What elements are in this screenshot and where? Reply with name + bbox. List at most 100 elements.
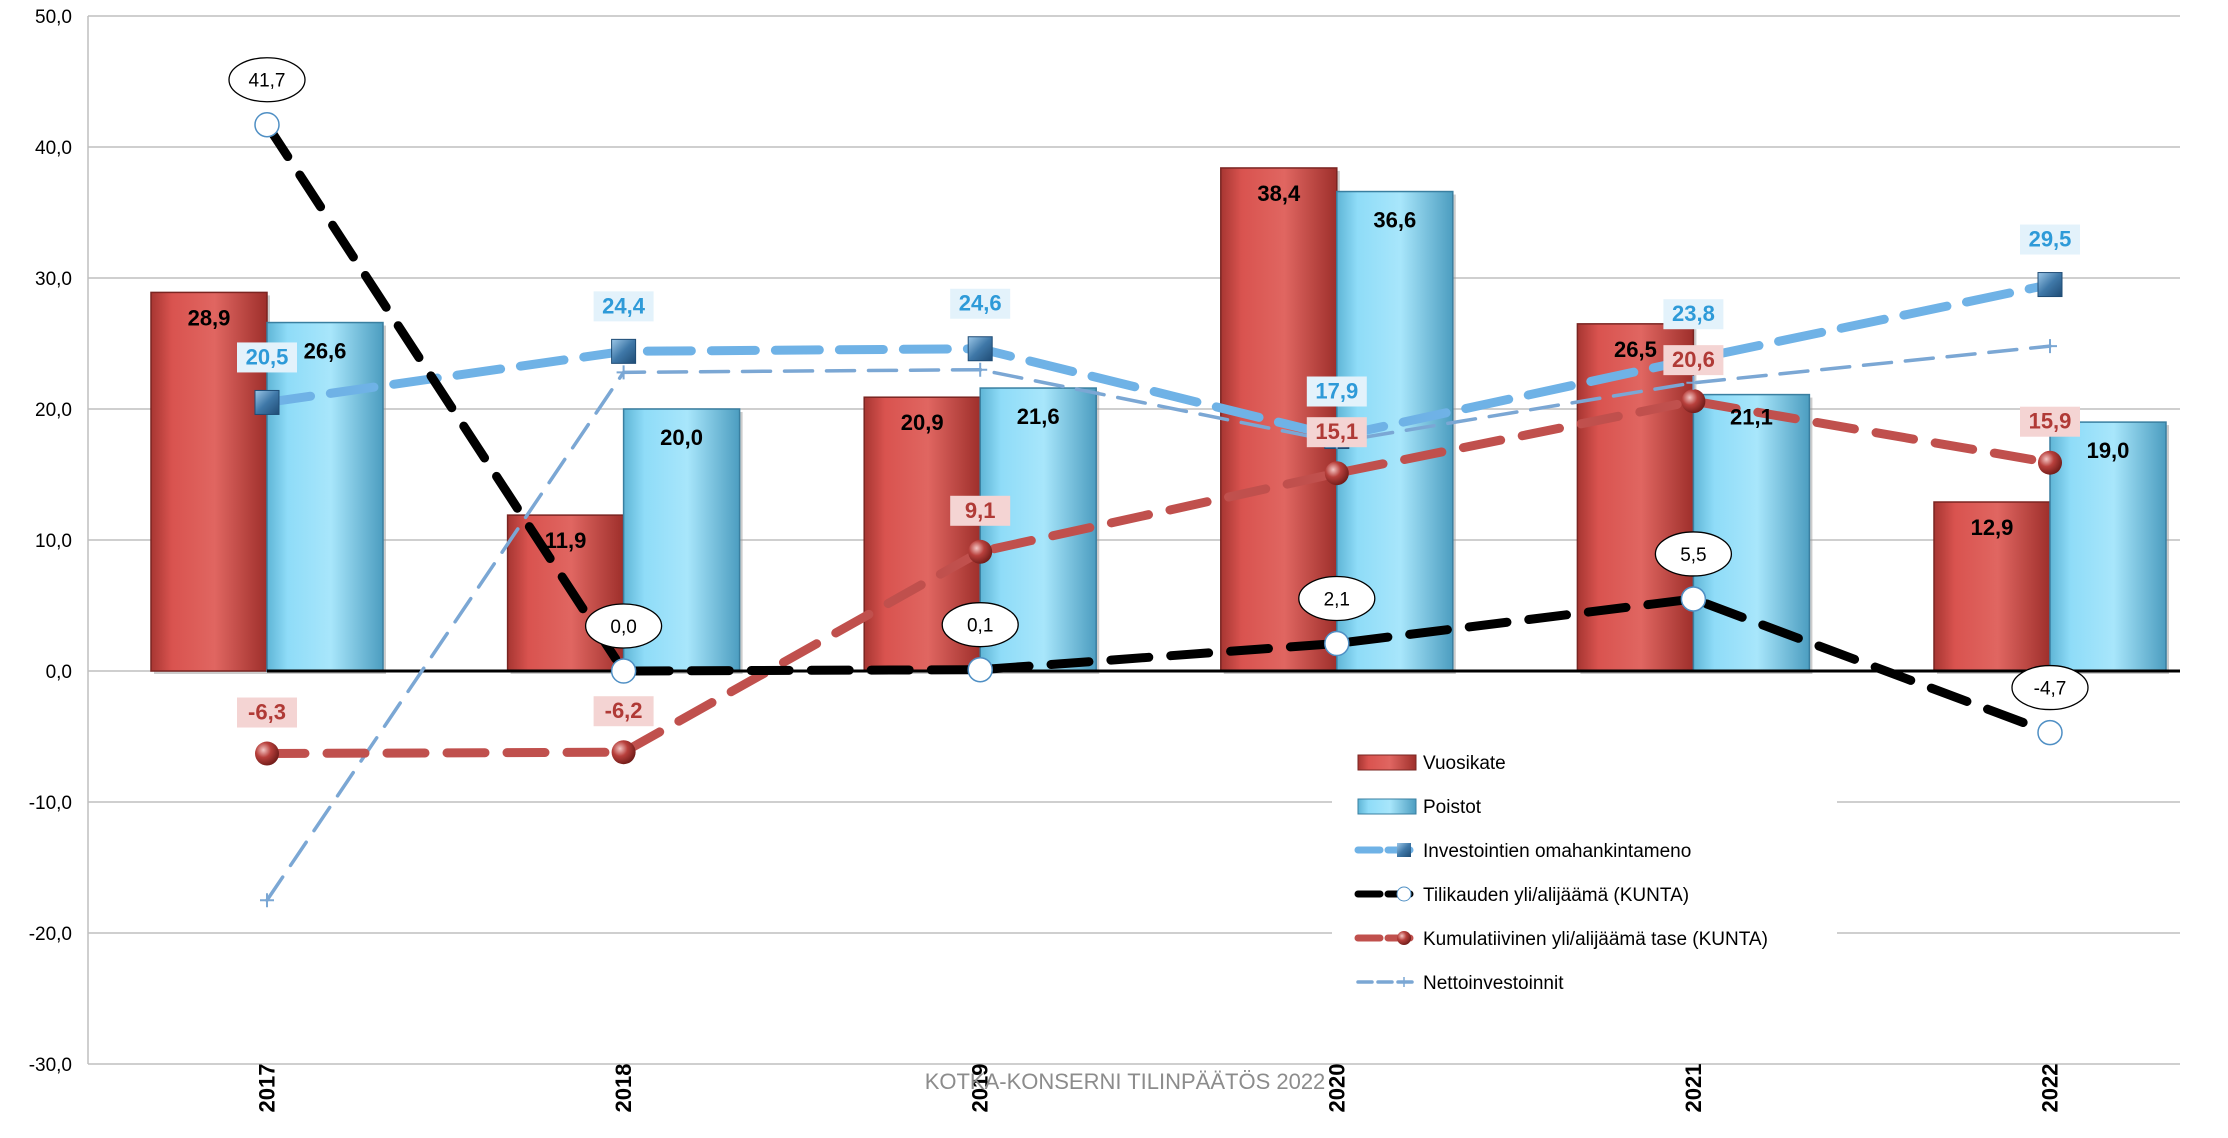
legend-swatch-bar (1357, 798, 1417, 815)
marker-plus (2043, 339, 2057, 354)
marker-ball (255, 741, 279, 766)
legend-marker (1397, 843, 1411, 857)
bar-value-label: 20,0 (660, 425, 703, 450)
label-box (593, 291, 654, 322)
surplus-value-label: 0,0 (610, 617, 636, 638)
marker-open-circle (1680, 586, 1707, 612)
legend-label: Poistot (1423, 797, 1482, 818)
x-tick-label: 2019 (968, 1064, 993, 1113)
surplus-value-label: 0,1 (967, 616, 993, 637)
marker-open-circle (610, 658, 637, 684)
marker-ball (1681, 389, 1706, 414)
x-tick-label: 2021 (1681, 1064, 1706, 1113)
bar-poistot (1692, 393, 1811, 672)
surplus-value-label: 41,7 (249, 71, 286, 92)
label-box (1306, 417, 1367, 448)
legend-label: Nettoinvestoinnit (1423, 973, 1564, 994)
label-ellipse (2011, 664, 2089, 711)
bar-value-label: 26,6 (304, 339, 347, 364)
y-tick-label: 0,0 (46, 662, 72, 683)
legend-label: Kumulatiivinen yli/alijäämä tase (KUNTA) (1423, 929, 1768, 950)
bar-value-label: 21,6 (1017, 404, 1060, 429)
label-box (1663, 299, 1724, 330)
bars (150, 167, 2169, 675)
watermark-text: KOTKA-KONSERNI TILINPÄÄTÖS 2022 (925, 1069, 1326, 1094)
x-tick-label: 2020 (1324, 1064, 1349, 1113)
x-tick-label: 2022 (2038, 1064, 2063, 1113)
bar-vuosikate (1933, 501, 2051, 672)
marker-ball (2038, 450, 2062, 475)
label-box (593, 696, 654, 727)
marker-open-circle (1324, 630, 1350, 657)
marker-ball (1324, 461, 1349, 486)
y-tick-label: 50,0 (35, 7, 72, 28)
cumulative-value-label: 15,1 (1315, 419, 1358, 444)
marker-plus (616, 365, 631, 380)
y-tick-label: 20,0 (35, 400, 72, 421)
bar-poistot (266, 321, 384, 672)
legend-marker (1397, 931, 1411, 945)
marker-plus (1686, 375, 1701, 390)
marker-square (967, 336, 993, 362)
bar-value-label: 38,4 (1257, 181, 1301, 206)
y-axis-ticks: -30,0 -20,0 -10,0 0,0 10,0 20,0 30,0 40,0 50,0 (29, 7, 72, 1076)
label-ellipse (941, 602, 1019, 648)
legend-background (1332, 740, 1837, 992)
y-tick-label: -30,0 (29, 1055, 72, 1076)
marker-ball (611, 740, 636, 765)
investment-value-label: 17,9 (1315, 379, 1358, 404)
legend-label: Investointien omahankintameno (1423, 841, 1691, 862)
legend-label: Vuosikate (1423, 753, 1506, 774)
label-ellipse (1298, 575, 1376, 622)
label-box (237, 342, 297, 373)
label-ellipse (584, 603, 663, 649)
label-ellipse (228, 57, 306, 103)
y-tick-label: 30,0 (35, 269, 72, 290)
legend-marker (1396, 886, 1412, 902)
label-box (2020, 406, 2080, 437)
legend-swatch-bar (1357, 754, 1417, 771)
cumulative-value-label: 15,9 (2029, 409, 2072, 434)
data-labels: 28,9 11,9 20,9 38,4 26,5 12,9 26,6 20,0 21,6 36,6… (188, 57, 2129, 728)
marker-square (611, 338, 637, 364)
bar-value-label: 12,9 (1971, 515, 2014, 540)
investment-value-label: 24,6 (959, 291, 1002, 316)
investment-value-label: 20,5 (246, 344, 289, 369)
y-tick-label: -10,0 (29, 793, 72, 814)
marker-square (2037, 272, 2063, 298)
legend-marker (1399, 977, 1409, 987)
surplus-value-label: 5,5 (1680, 545, 1706, 566)
marker-plus (973, 362, 988, 377)
gridlines (87, 15, 2180, 1065)
series-line (265, 344, 2052, 902)
bar-value-label: 26,5 (1614, 337, 1657, 362)
y-tick-label: -20,0 (29, 924, 72, 945)
cumulative-value-label: -6,3 (248, 700, 286, 725)
y-tick-label: 10,0 (35, 531, 72, 552)
cumulative-value-label: 9,1 (965, 498, 996, 523)
marker-plus (260, 893, 274, 908)
y-tick-label: 40,0 (35, 138, 72, 159)
label-box (1663, 345, 1724, 376)
marker-open-circle (254, 111, 280, 138)
x-tick-label: 2018 (611, 1064, 636, 1113)
bar-value-label: 36,6 (1373, 208, 1416, 233)
marker-ball (968, 539, 993, 564)
x-tick-label: 2017 (255, 1064, 280, 1113)
series-line (262, 280, 2055, 442)
investment-value-label: 29,5 (2029, 227, 2072, 252)
surplus-value-label: -4,7 (2034, 679, 2067, 700)
bar-poistot (2049, 421, 2167, 672)
marker-square (254, 389, 280, 415)
bar-value-label: 28,9 (188, 305, 231, 330)
markers (254, 111, 2063, 908)
label-ellipse (1654, 531, 1733, 577)
bar-value-label: 20,9 (901, 410, 944, 435)
bar-value-label: 11,9 (545, 528, 587, 553)
marker-open-circle (967, 656, 993, 683)
x-axis-ticks: 2017 2018 2019 2020 2021 2022 (255, 1064, 2063, 1113)
series-line (262, 120, 2055, 738)
label-box (1306, 376, 1367, 407)
